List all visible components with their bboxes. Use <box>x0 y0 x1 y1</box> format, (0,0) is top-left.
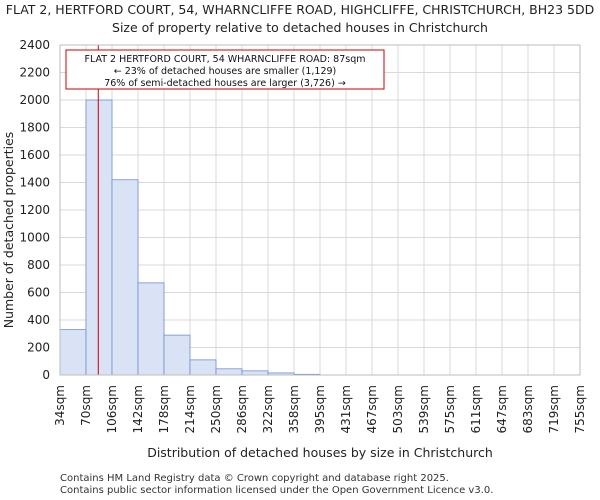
annotation-line-1: FLAT 2 HERTFORD COURT, 54 WHARNCLIFFE RO… <box>85 54 366 65</box>
y-tick-label: 200 <box>27 341 50 355</box>
bar <box>215 368 243 376</box>
y-tick-label: 1400 <box>19 176 50 190</box>
x-tick-label: 755sqm <box>573 385 587 433</box>
x-tick-label: 106sqm <box>105 385 119 433</box>
bar <box>137 282 165 376</box>
y-tick-label: 1200 <box>19 203 50 217</box>
footer-line-2: Contains public sector information licen… <box>60 485 494 496</box>
chart-subtitle: Size of property relative to detached ho… <box>112 20 488 35</box>
y-tick-label: 0 <box>42 368 50 382</box>
x-tick-label: 286sqm <box>235 385 249 433</box>
bar <box>85 99 113 376</box>
bars <box>59 99 321 376</box>
y-tick-label: 1000 <box>19 231 50 245</box>
x-tick-label: 431sqm <box>339 385 353 433</box>
axes <box>59 44 581 376</box>
bar <box>59 329 87 376</box>
bar <box>189 359 217 376</box>
y-tick-label: 2400 <box>19 38 50 52</box>
x-tick-labels: 34sqm 70sqm 106sqm 142sqm 178sqm 214sqm 250sqm… <box>53 385 587 433</box>
annotation-line-3: 76% of semi-detached houses are larger (… <box>104 78 346 89</box>
x-tick-label: 34sqm <box>53 385 67 426</box>
x-tick-label: 70sqm <box>79 385 93 426</box>
y-tick-label: 1800 <box>19 121 50 135</box>
x-tick-label: 503sqm <box>391 385 405 433</box>
x-tick-label: 611sqm <box>469 385 483 433</box>
bar <box>163 334 191 376</box>
x-tick-label: 467sqm <box>365 385 379 433</box>
y-axis-label: Number of detached properties <box>1 132 16 329</box>
y-tick-label: 400 <box>27 313 50 327</box>
plot-frame <box>59 44 581 376</box>
y-tick-label: 2000 <box>19 93 50 107</box>
y-tick-labels: 0 200 400 600 800 1000 1200 1400 1600 1800 2000 220… <box>19 38 50 382</box>
y-tick-label: 2200 <box>19 66 50 80</box>
x-tick-label: 647sqm <box>495 385 509 433</box>
x-tick-label: 719sqm <box>547 385 561 433</box>
x-tick-label: 142sqm <box>131 385 145 433</box>
annotation-box: FLAT 2 HERTFORD COURT, 54 WHARNCLIFFE RO… <box>65 49 385 90</box>
footer-line-1: Contains HM Land Registry data © Crown c… <box>60 473 449 484</box>
x-axis-label: Distribution of detached houses by size … <box>147 445 493 460</box>
y-tick-label: 1600 <box>19 148 50 162</box>
x-tick-label: 683sqm <box>521 385 535 433</box>
x-tick-label: 322sqm <box>261 385 275 433</box>
bar <box>111 179 139 376</box>
x-tick-label: 214sqm <box>183 385 197 433</box>
x-tick-label: 575sqm <box>443 385 457 433</box>
chart-title: FLAT 2, HERTFORD COURT, 54, WHARNCLIFFE … <box>5 2 595 17</box>
x-tick-label: 395sqm <box>313 385 327 433</box>
y-tick-label: 600 <box>27 286 50 300</box>
x-tick-label: 358sqm <box>287 385 301 433</box>
x-tick-label: 250sqm <box>209 385 223 433</box>
x-tick-label: 539sqm <box>417 385 431 433</box>
annotation-line-2: ← 23% of detached houses are smaller (1,… <box>114 66 337 77</box>
bar <box>241 370 269 376</box>
x-tick-label: 178sqm <box>157 385 171 433</box>
y-tick-label: 800 <box>27 258 50 272</box>
